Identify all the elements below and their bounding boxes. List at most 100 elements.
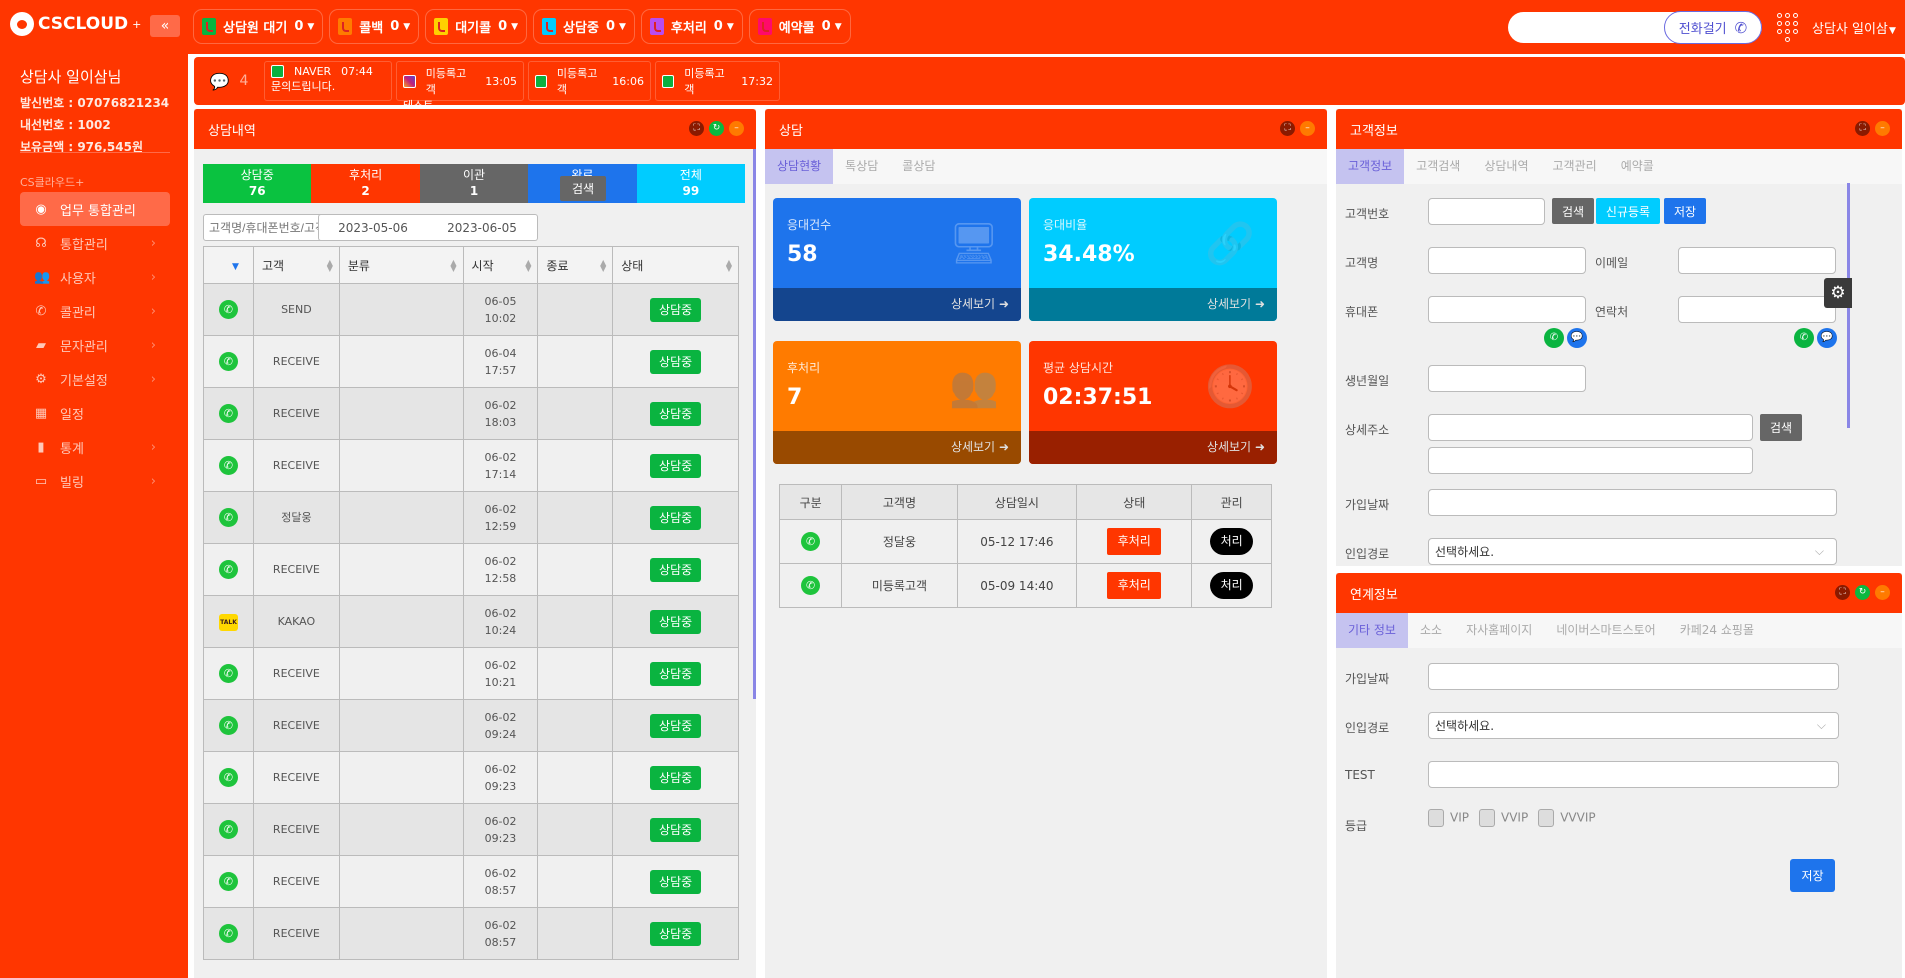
status-badge[interactable]: 상담중 bbox=[650, 661, 702, 686]
grade-checkbox[interactable]: VIP bbox=[1428, 809, 1469, 827]
table-row[interactable]: ✆ RECEIVE 06-02 09:23 상담중 bbox=[203, 751, 739, 804]
logo[interactable]: CSCLOUD + bbox=[10, 12, 141, 36]
table-row[interactable]: ✆ RECEIVE 06-02 12:58 상담중 bbox=[203, 543, 739, 596]
call-button[interactable]: 전화걸기 ✆ bbox=[1664, 11, 1762, 44]
sidebar-item[interactable]: ▰ 문자관리 › bbox=[36, 337, 156, 355]
sidebar-item[interactable]: ▭ 빌링 › bbox=[34, 473, 156, 491]
table-row[interactable]: ✆ SEND 06-05 10:02 상담중 bbox=[203, 283, 739, 336]
queue-badge[interactable]: 상담중 0 ▼ bbox=[533, 9, 635, 44]
register-button[interactable]: 신규등록 bbox=[1596, 198, 1660, 224]
column-header[interactable]: 분류 ▲ ▼ bbox=[338, 246, 464, 284]
sidebar-item[interactable]: ☊ 통합관리 › bbox=[35, 235, 156, 253]
tab[interactable]: 콜상담 bbox=[902, 159, 936, 173]
date-from[interactable]: 2023-05-06 bbox=[318, 214, 428, 241]
settings-gear-button[interactable]: ⚙ bbox=[1824, 278, 1852, 308]
contact-input[interactable] bbox=[1678, 296, 1836, 323]
minimize-icon[interactable]: – bbox=[729, 121, 744, 136]
status-badge[interactable]: 상담중 bbox=[650, 817, 702, 842]
sidebar-collapse-button[interactable]: « bbox=[150, 15, 180, 37]
tab[interactable]: 고객관리 bbox=[1552, 159, 1597, 173]
queue-badge[interactable]: 후처리 0 ▼ bbox=[640, 9, 743, 44]
table-row[interactable]: ✆ RECEIVE 06-02 10:21 상담중 bbox=[203, 647, 739, 700]
status-filter[interactable]: 상담중 76 bbox=[203, 164, 312, 203]
column-header[interactable]: 상태 ▲ ▼ bbox=[612, 246, 739, 284]
detail-link[interactable]: 상세보기 ➜ bbox=[773, 431, 1021, 464]
status-badge[interactable]: 상담중 bbox=[650, 765, 702, 790]
status-filter[interactable]: 이관 1 bbox=[419, 164, 529, 203]
linked-route-select[interactable]: 선택하세요. ⌵ bbox=[1428, 712, 1839, 739]
status-badge[interactable]: 상담중 bbox=[650, 453, 702, 478]
detail-link[interactable]: 상세보기 ➜ bbox=[1029, 431, 1277, 464]
test-input[interactable] bbox=[1428, 761, 1839, 788]
status-badge[interactable]: 상담중 bbox=[650, 921, 702, 946]
status-badge[interactable]: 상담중 bbox=[650, 505, 702, 530]
minimize-icon[interactable]: – bbox=[1875, 585, 1890, 600]
sidebar-item[interactable]: ✆ 콜관리 › bbox=[35, 303, 156, 321]
dialpad-icon[interactable] bbox=[1777, 13, 1799, 43]
queue-badge[interactable]: 대기콜 0 ▼ bbox=[425, 9, 528, 44]
customer-number-input[interactable] bbox=[1428, 198, 1545, 225]
status-badge[interactable]: 상담중 bbox=[650, 869, 702, 894]
table-row[interactable]: ✆ RECEIVE 06-02 08:57 상담중 bbox=[203, 907, 739, 960]
tab[interactable]: 상담내역 bbox=[1484, 159, 1529, 173]
detail-link[interactable]: 상세보기 ➜ bbox=[1029, 288, 1277, 321]
checkbox[interactable] bbox=[1538, 809, 1555, 827]
address-input[interactable] bbox=[1428, 414, 1753, 441]
queue-badge[interactable]: 예약콜 0 ▼ bbox=[748, 9, 851, 44]
table-row[interactable]: ✆ 정달웅 05-12 17:46 후처리 처리 bbox=[778, 519, 1272, 564]
tab[interactable]: 상담현황 bbox=[765, 149, 834, 184]
tab[interactable]: 예약콜 bbox=[1620, 159, 1654, 173]
date-to[interactable]: 2023-06-05 bbox=[427, 214, 538, 241]
search-button[interactable]: 검색 bbox=[1552, 198, 1594, 224]
table-row[interactable]: ✆ 정달웅 06-02 12:59 상담중 bbox=[203, 491, 739, 544]
tab[interactable]: 자사홈페이지 bbox=[1466, 623, 1533, 637]
status-badge[interactable]: 상담중 bbox=[650, 401, 702, 426]
process-button[interactable]: 처리 bbox=[1210, 528, 1254, 555]
status-filter[interactable]: 후처리 2 bbox=[311, 164, 420, 203]
expand-icon[interactable]: ⛶ bbox=[1280, 121, 1295, 136]
route-select[interactable]: 선택하세요. ⌵ bbox=[1428, 538, 1837, 565]
table-row[interactable]: ✆ RECEIVE 06-02 18:03 상담중 bbox=[203, 387, 739, 440]
tab[interactable]: 고객정보 bbox=[1336, 149, 1405, 184]
column-header[interactable]: 고객 ▲ ▼ bbox=[252, 246, 340, 284]
detail-link[interactable]: 상세보기 ➜ bbox=[773, 288, 1021, 321]
history-search-button[interactable]: 검색 bbox=[560, 176, 606, 201]
queue-badge[interactable]: 상담원 대기 0 ▼ bbox=[193, 9, 324, 44]
status-badge[interactable]: 상담중 bbox=[650, 297, 702, 322]
refresh-icon[interactable]: ↻ bbox=[1855, 585, 1870, 600]
table-row[interactable]: ✆ 미등록고객 05-09 14:40 후처리 처리 bbox=[778, 563, 1272, 608]
notification-item[interactable]: 미등록고객 16:06 bbox=[528, 61, 651, 101]
table-row[interactable]: TALK KAKAO 06-02 10:24 상담중 bbox=[203, 595, 739, 648]
sms-contact-icon[interactable]: 💬 bbox=[1817, 328, 1837, 348]
scrollbar[interactable] bbox=[753, 149, 756, 699]
sidebar-item[interactable]: ▦ 일정 bbox=[34, 405, 84, 423]
notification-item[interactable]: NAVER 07:44 문의드립니다. bbox=[264, 61, 392, 101]
status-badge[interactable]: 상담중 bbox=[650, 349, 702, 374]
tab[interactable]: 기타 정보 bbox=[1336, 613, 1408, 648]
birth-input[interactable] bbox=[1428, 365, 1586, 392]
tab[interactable]: 톡상담 bbox=[845, 159, 879, 173]
join-date-input[interactable] bbox=[1428, 489, 1837, 516]
notification-item[interactable]: 미등록고객 13:05 테스트 bbox=[396, 61, 524, 112]
tab[interactable]: 카페24 쇼핑몰 bbox=[1679, 623, 1754, 637]
column-header[interactable]: 시작 ▲ ▼ bbox=[462, 246, 539, 284]
queue-badge[interactable]: 콜백 0 ▼ bbox=[329, 9, 420, 44]
sidebar-item[interactable]: ◉ 업무 통합관리 bbox=[20, 192, 170, 226]
tab[interactable]: 네이버스마트스토어 bbox=[1556, 623, 1656, 637]
table-row[interactable]: ✆ RECEIVE 06-02 08:57 상담중 bbox=[203, 855, 739, 908]
sidebar-item[interactable]: 👥 사용자 › bbox=[34, 269, 156, 287]
minimize-icon[interactable]: – bbox=[1875, 121, 1890, 136]
status-badge[interactable]: 후처리 bbox=[1107, 572, 1162, 599]
expand-icon[interactable]: ⛶ bbox=[689, 121, 704, 136]
checkbox[interactable] bbox=[1428, 809, 1444, 827]
linked-save-button[interactable]: 저장 bbox=[1790, 859, 1835, 892]
save-button[interactable]: 저장 bbox=[1664, 198, 1706, 224]
email-input[interactable] bbox=[1678, 247, 1836, 274]
grade-checkbox[interactable]: VVIP bbox=[1478, 809, 1528, 827]
notification-item[interactable]: 미등록고객 17:32 bbox=[655, 61, 780, 101]
address-detail-input[interactable] bbox=[1428, 447, 1753, 474]
table-row[interactable]: ✆ RECEIVE 06-02 17:14 상담중 bbox=[203, 439, 739, 492]
sidebar-item[interactable]: ⚙ 기본설정 › bbox=[35, 371, 156, 389]
user-menu[interactable]: 상담사 일이삼 ▼ bbox=[1812, 22, 1896, 37]
table-row[interactable]: ✆ RECEIVE 06-02 09:24 상담중 bbox=[203, 699, 739, 752]
